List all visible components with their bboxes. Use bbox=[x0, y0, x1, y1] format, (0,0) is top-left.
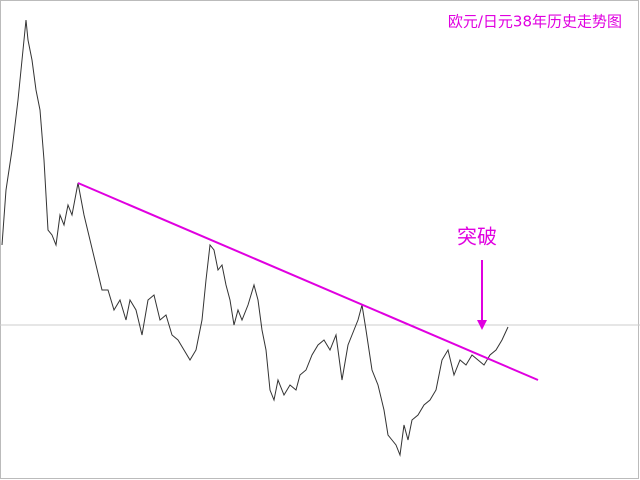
chart-title: 欧元/日元38年历史走势图 bbox=[448, 13, 622, 31]
trend-line bbox=[77, 182, 539, 381]
annotation: 突破 bbox=[457, 225, 497, 249]
price-line bbox=[1, 19, 509, 457]
arrow-head bbox=[477, 320, 487, 330]
